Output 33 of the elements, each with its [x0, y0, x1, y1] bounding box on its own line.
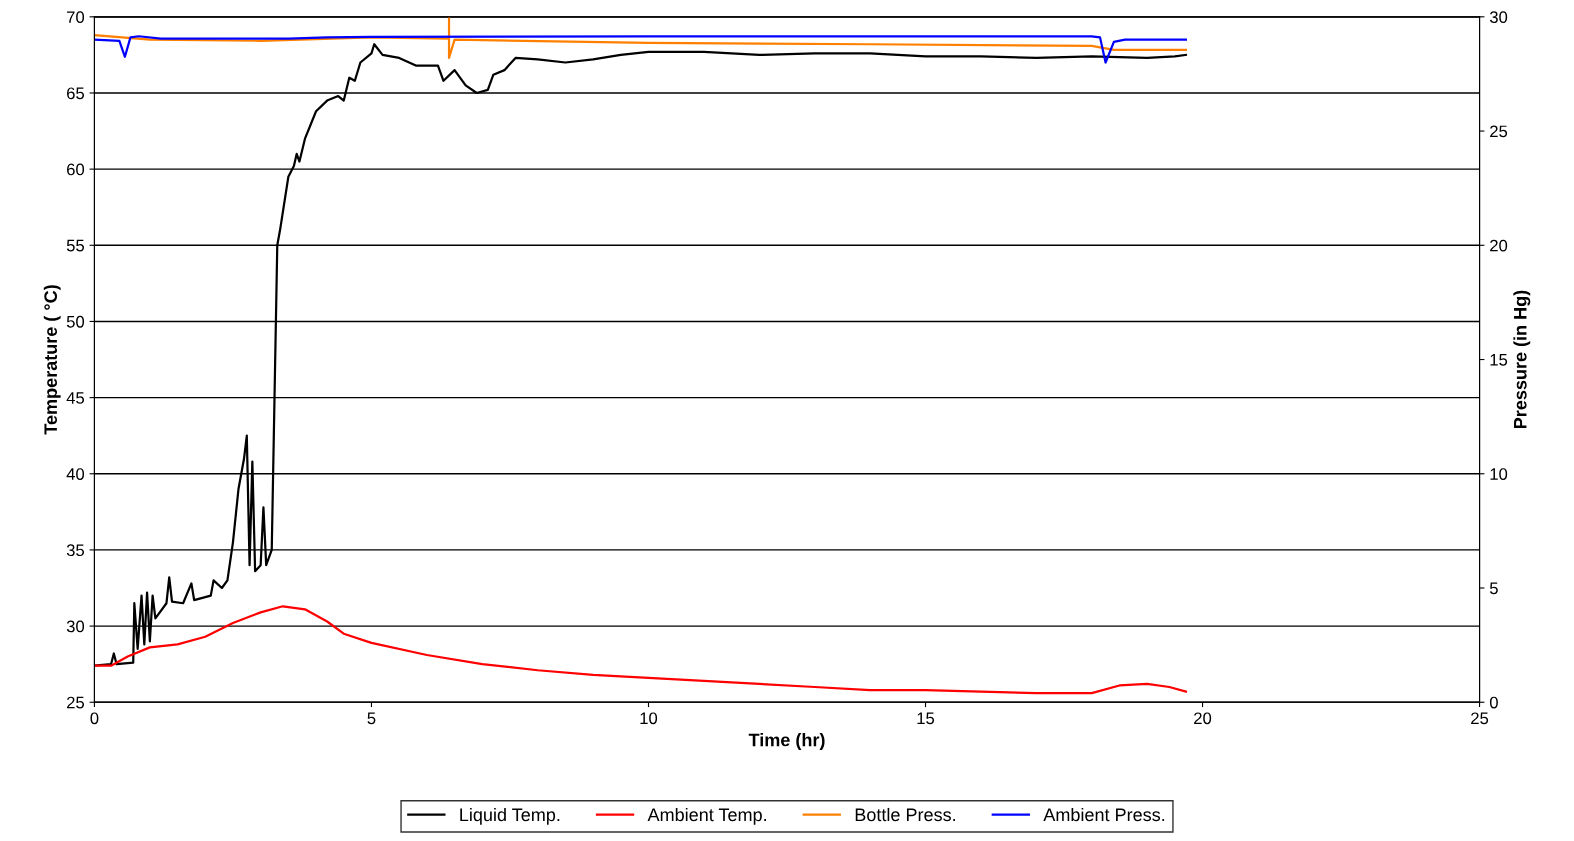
y-tick-label: 40: [66, 468, 85, 480]
y-tick-label: 35: [66, 544, 85, 557]
x-tick-label: 15: [917, 712, 935, 725]
x-tick-label: 0: [90, 712, 99, 725]
y-tick-label: 55: [66, 239, 85, 252]
x-tick-label: 5: [367, 712, 376, 725]
line-series: [94, 16, 1188, 60]
x-axis-title: Time (hr): [748, 733, 825, 750]
legend-label: Bottle Press.: [855, 807, 955, 822]
y-tick-label: 45: [66, 392, 85, 404]
y-tick-label: 70: [67, 11, 85, 24]
line-series: [94, 605, 1188, 695]
y2-tick-label: 15: [1490, 354, 1508, 366]
y2-tick-label: 5: [1489, 582, 1498, 595]
y2-tick-label: 10: [1490, 468, 1508, 480]
y-tick-label: 60: [67, 163, 85, 176]
y2-tick-label: 30: [1489, 11, 1508, 24]
legend-label: Liquid Temp.: [460, 807, 560, 825]
y-tick-label: 50: [66, 315, 85, 328]
line-series: [94, 35, 1188, 64]
y-tick-label: 30: [66, 620, 85, 633]
legend-label: Ambient Press.: [1043, 807, 1165, 822]
y2-tick-label: 20: [1490, 239, 1508, 252]
y-tick-label: 25: [67, 696, 85, 709]
x-tick-label: 10: [640, 712, 658, 725]
y-axis-title: Temperature ( °C): [43, 285, 61, 435]
legend-label: Ambient Temp.: [647, 807, 766, 825]
y2-tick-label: 25: [1490, 125, 1508, 138]
y-tick-label: 65: [67, 87, 85, 100]
y2-axis-title: Pressure (in Hg): [1513, 290, 1531, 429]
x-tick-label: 20: [1194, 712, 1212, 725]
x-tick-label: 25: [1471, 712, 1489, 725]
y2-tick-label: 0: [1489, 696, 1498, 709]
